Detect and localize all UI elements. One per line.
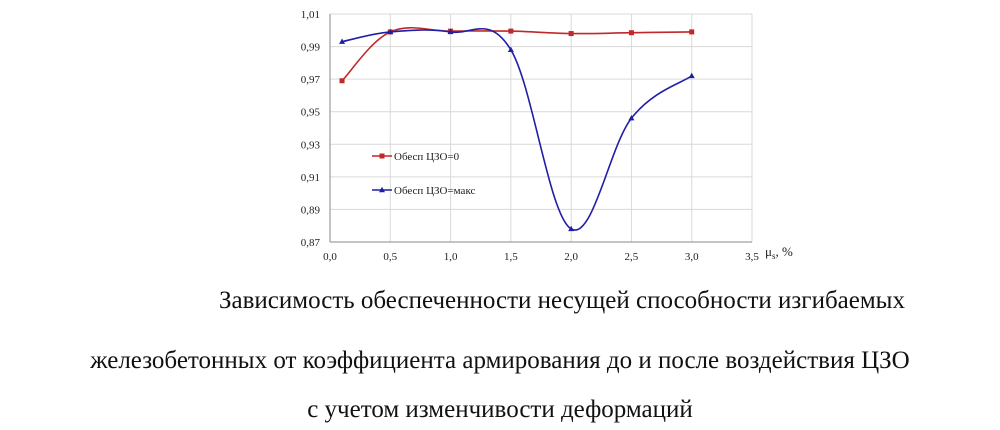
series-1: [339, 26, 695, 84]
y-tick-label: 0,89: [301, 204, 321, 216]
data-point: [688, 72, 695, 79]
y-tick-label: 0,97: [301, 74, 321, 86]
x-tick-label: 0,0: [323, 251, 337, 263]
legend-label: Обесп ЦЗО=макс: [394, 185, 476, 197]
data-point: [628, 115, 635, 121]
data-point: [568, 31, 574, 37]
y-tick-label: 0,95: [301, 107, 321, 119]
chart: 0,87 0,89 0,91 0,93 0,95 0,97 0,99 1,01 0,0 0,5 1…: [301, 9, 793, 263]
chart-legend: Обесп ЦЗО=0 Обесп ЦЗО=макс: [372, 151, 476, 197]
x-tick-label: 0,5: [383, 251, 397, 263]
legend-marker: [379, 186, 385, 193]
x-tick-label: 1,5: [504, 251, 518, 263]
y-tick-label: 0,99: [301, 42, 321, 54]
data-point: [508, 28, 514, 34]
caption-line-3: с учетом изменчивости деформаций: [307, 396, 693, 423]
legend-label: Обесп ЦЗО=0: [394, 151, 460, 163]
series-line: [341, 26, 692, 82]
data-point: [339, 78, 345, 84]
y-tick-label: 0,87: [301, 237, 321, 249]
data-point: [628, 30, 634, 36]
y-tick-labels: 0,87 0,89 0,91 0,93 0,95 0,97 0,99 1,01: [301, 9, 321, 249]
caption-line-1: Зависимость обеспеченности несущей спосо…: [219, 287, 905, 314]
x-tick-label: 2,0: [564, 251, 578, 263]
x-tick-label: 1,0: [444, 251, 458, 263]
data-point: [339, 38, 346, 44]
chart-axes: [329, 14, 752, 243]
legend-entry: Обесп ЦЗО=0: [372, 151, 460, 163]
y-tick-label: 0,91: [301, 172, 320, 184]
data-point: [387, 28, 394, 35]
x-tick-label: 3,5: [745, 251, 759, 263]
x-axis-unit-label: μs, %: [765, 244, 793, 261]
legend-entry: Обесп ЦЗО=макс: [372, 185, 476, 197]
series-line: [341, 27, 693, 231]
x-tick-label: 3,0: [685, 251, 699, 263]
y-tick-label: 0,93: [301, 139, 321, 151]
data-point: [689, 29, 695, 35]
data-point: [507, 46, 514, 53]
y-tick-label: 1,01: [301, 9, 320, 21]
legend-marker: [379, 153, 385, 159]
series-2: [339, 27, 695, 232]
chart-series: [339, 26, 695, 232]
x-tick-label: 2,5: [625, 251, 639, 263]
data-point: [568, 225, 575, 232]
x-tick-labels: 0,0 0,5 1,0 1,5 2,0 2,5 3,0 3,5: [323, 251, 759, 263]
caption-line-2: железобетонных от коэффициента армирован…: [90, 347, 910, 374]
data-point: [447, 28, 454, 35]
chart-grid: [330, 13, 753, 243]
